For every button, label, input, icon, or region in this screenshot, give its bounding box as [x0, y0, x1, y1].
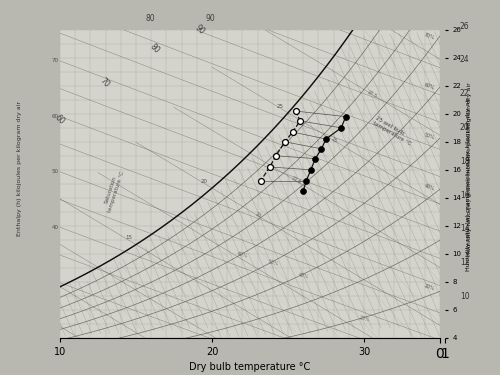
Text: Enthalpy (h) kilojoules per kilogram dry air: Enthalpy (h) kilojoules per kilogram dry…: [18, 101, 22, 236]
Point: [292, 108, 300, 114]
Text: 20: 20: [460, 123, 469, 132]
Point: [256, 178, 264, 184]
Point: [342, 114, 350, 120]
X-axis label: Dry bulb temperature °C: Dry bulb temperature °C: [190, 362, 310, 372]
Text: 12: 12: [460, 258, 469, 267]
Text: 60: 60: [52, 114, 59, 119]
Point: [307, 167, 315, 173]
Point: [281, 139, 289, 145]
Text: 70: 70: [52, 58, 59, 63]
Text: 25: 25: [330, 136, 338, 144]
Text: 60%: 60%: [424, 82, 436, 91]
Text: 14: 14: [460, 224, 469, 233]
Text: 40: 40: [52, 225, 59, 230]
Point: [318, 146, 326, 152]
Text: 16: 16: [460, 190, 469, 200]
Text: 80: 80: [148, 42, 162, 56]
Text: 15: 15: [125, 236, 132, 240]
Text: 40%: 40%: [424, 183, 436, 191]
Text: 27.5: 27.5: [366, 89, 378, 99]
Text: 80: 80: [145, 14, 155, 23]
Point: [266, 164, 274, 170]
Point: [296, 118, 304, 124]
Text: 24: 24: [460, 56, 469, 64]
Text: 60%: 60%: [236, 251, 248, 259]
Point: [272, 153, 280, 159]
Text: 20%: 20%: [358, 315, 370, 322]
Text: 40%: 40%: [298, 272, 309, 279]
Text: 20: 20: [201, 179, 208, 184]
Text: 50%: 50%: [424, 133, 436, 141]
Text: 70%: 70%: [424, 32, 436, 41]
Text: 26: 26: [460, 22, 469, 31]
Text: 90: 90: [205, 14, 215, 23]
Text: 22: 22: [460, 89, 469, 98]
Point: [322, 136, 330, 142]
Point: [337, 125, 345, 131]
Text: 25: 25: [277, 104, 284, 109]
Y-axis label: Humidity ratio (w) grams moisture per kilogram dry air: Humidity ratio (w) grams moisture per ki…: [466, 97, 471, 271]
Point: [302, 178, 310, 184]
Point: [312, 156, 320, 162]
Text: 22.5: 22.5: [290, 176, 302, 186]
Text: 60: 60: [54, 113, 66, 127]
Text: 50: 50: [52, 170, 59, 174]
Text: 20%: 20%: [424, 283, 436, 292]
Text: Saturation
temperature °C: Saturation temperature °C: [102, 169, 125, 213]
Text: 70: 70: [98, 76, 112, 89]
Point: [299, 188, 307, 194]
Text: 90: 90: [194, 23, 206, 37]
Point: [288, 129, 296, 135]
Text: 25 wet bulb
temperature °C: 25 wet bulb temperature °C: [372, 115, 414, 146]
Text: 10: 10: [460, 292, 469, 301]
Text: 50%: 50%: [267, 259, 278, 267]
Text: 18: 18: [460, 157, 469, 166]
Text: 20: 20: [254, 212, 262, 219]
Text: Humidity ratio (w) grams moisture per kilogram dry air: Humidity ratio (w) grams moisture per ki…: [468, 82, 472, 256]
